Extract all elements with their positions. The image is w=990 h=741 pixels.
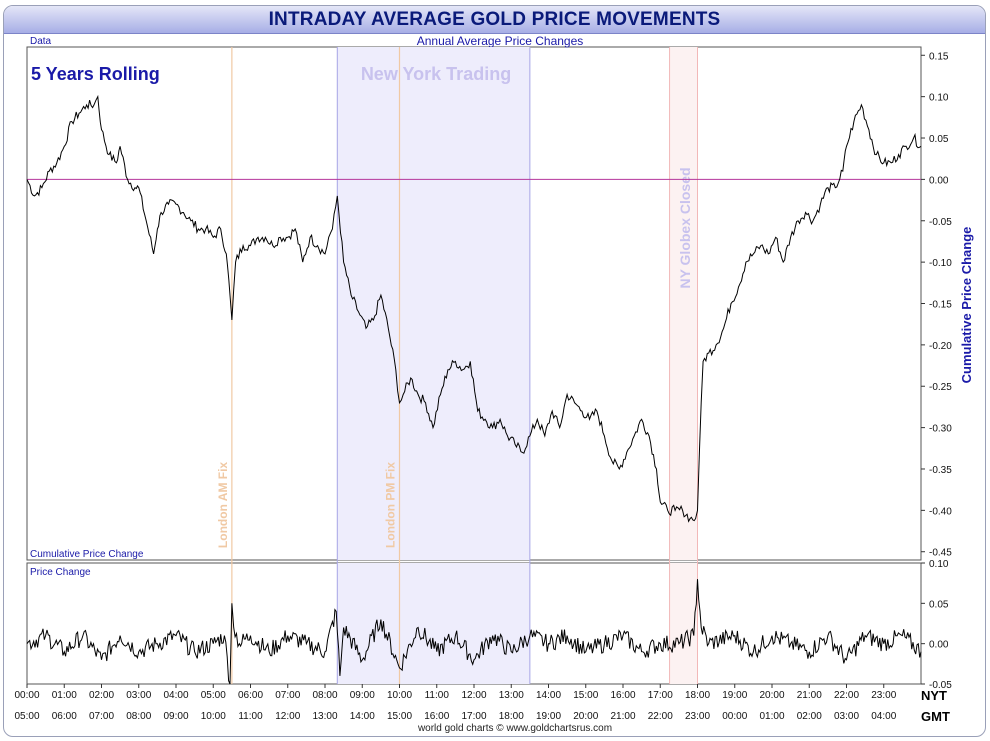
annotation-globex-closed: NY Globex Closed — [677, 167, 693, 288]
y-tick-label: 0.00 — [929, 175, 949, 186]
x-tick-label-gmt: 15:00 — [387, 711, 412, 722]
x-tick-label-gmt: 18:00 — [499, 711, 524, 722]
x-tick-label-gmt: 03:00 — [834, 711, 859, 722]
x-tick-label-gmt: 06:00 — [52, 711, 77, 722]
x-tick-label-nyt: 19:00 — [722, 690, 747, 701]
chart-subtitle: Annual Average Price Changes — [417, 34, 584, 48]
chart-title: INTRADAY AVERAGE GOLD PRICE MOVEMENTS — [268, 9, 721, 30]
x-tick-label-gmt: 11:00 — [238, 711, 263, 722]
legend-text: 5 Years Rolling — [31, 64, 160, 84]
x-tick-label-gmt: 09:00 — [163, 711, 188, 722]
x-tick-label-gmt: 01:00 — [759, 711, 784, 722]
y-tick-label: -0.40 — [929, 506, 952, 517]
x-tick-label-nyt: 16:00 — [610, 690, 635, 701]
y-tick-label: 0.15 — [929, 51, 949, 62]
x-tick-label-nyt: 22:00 — [834, 690, 859, 701]
y-tick-label: -0.30 — [929, 424, 952, 435]
x-tick-label-nyt: 21:00 — [797, 690, 822, 701]
cumulative-price-line — [26, 94, 922, 523]
x-tick-label-nyt: 09:00 — [350, 690, 375, 701]
x-tick-label-gmt: 00:00 — [722, 711, 747, 722]
x-tick-label-nyt: 07:00 — [275, 690, 300, 701]
y-tick-label: -0.25 — [929, 382, 952, 393]
x-tick-label-nyt: 20:00 — [759, 690, 784, 701]
x-tick-label-nyt: 18:00 — [685, 690, 710, 701]
y-tick-label: -0.05 — [929, 217, 952, 228]
x-tick-label-nyt: 12:00 — [461, 690, 486, 701]
x-tick-label-nyt: 08:00 — [312, 690, 337, 701]
y-tick-label: -0.10 — [929, 258, 952, 269]
globex-region — [669, 47, 698, 560]
x-tick-label-gmt: 13:00 — [312, 711, 337, 722]
x-tick-label-nyt: 13:00 — [499, 690, 524, 701]
x-tick-label-gmt: 22:00 — [648, 711, 673, 722]
annotation-new-york-trading: New York Trading — [361, 64, 511, 84]
sub-y-tick-label: 0.10 — [929, 559, 949, 570]
x-tick-label-gmt: 10:00 — [201, 711, 226, 722]
nyt-label: NYT — [921, 688, 947, 703]
x-tick-label-gmt: 07:00 — [89, 711, 114, 722]
gmt-label: GMT — [921, 709, 950, 724]
x-tick-label-nyt: 00:00 — [14, 690, 39, 701]
sub-y-tick-label: 0.05 — [929, 599, 949, 610]
price-change-line — [26, 579, 922, 685]
sub-series-label: Price Change — [30, 567, 91, 578]
annotation-london-pm-fix: London PM Fix — [384, 462, 398, 548]
x-tick-label-gmt: 17:00 — [461, 711, 486, 722]
x-tick-label-gmt: 19:00 — [536, 711, 561, 722]
x-tick-label-nyt: 10:00 — [387, 690, 412, 701]
y-tick-label: -0.20 — [929, 341, 952, 352]
x-tick-label-nyt: 17:00 — [648, 690, 673, 701]
x-tick-label-nyt: 03:00 — [126, 690, 151, 701]
y-tick-label: 0.10 — [929, 93, 949, 104]
x-tick-label-gmt: 04:00 — [871, 711, 896, 722]
x-tick-label-gmt: 02:00 — [797, 711, 822, 722]
x-tick-label-nyt: 15:00 — [573, 690, 598, 701]
y-axis-label: Cumulative Price Change — [959, 227, 974, 384]
x-tick-label-nyt: 05:00 — [201, 690, 226, 701]
annotation-london-am-fix: London AM Fix — [216, 462, 230, 549]
x-tick-label-nyt: 02:00 — [89, 690, 114, 701]
main-series-label: Cumulative Price Change — [30, 549, 144, 560]
title-banner: INTRADAY AVERAGE GOLD PRICE MOVEMENTS — [4, 6, 985, 34]
sub-y-tick-label: 0.00 — [929, 640, 949, 651]
y-tick-label: 0.05 — [929, 134, 949, 145]
x-tick-label-gmt: 21:00 — [610, 711, 635, 722]
x-tick-label-nyt: 23:00 — [871, 690, 896, 701]
x-tick-label-gmt: 05:00 — [14, 711, 39, 722]
x-tick-label-nyt: 06:00 — [238, 690, 263, 701]
x-tick-label-gmt: 23:00 — [685, 711, 710, 722]
x-tick-label-gmt: 12:00 — [275, 711, 300, 722]
corner-label: Data — [30, 36, 52, 47]
y-tick-label: -0.15 — [929, 300, 952, 311]
x-tick-label-gmt: 14:00 — [350, 711, 375, 722]
globex-region-sub — [669, 563, 698, 684]
footer-credit: world gold charts © www.goldchartsrus.co… — [417, 723, 612, 734]
y-tick-label: -0.45 — [929, 548, 952, 559]
sub-y-tick-label: -0.05 — [929, 680, 952, 691]
x-tick-label-nyt: 11:00 — [425, 690, 450, 701]
x-tick-label-nyt: 04:00 — [163, 690, 188, 701]
x-tick-label-gmt: 16:00 — [424, 711, 449, 722]
ny-session-region — [337, 47, 530, 560]
y-tick-label: -0.35 — [929, 465, 952, 476]
x-tick-label-gmt: 20:00 — [573, 711, 598, 722]
ny-session-region-sub — [337, 563, 530, 684]
x-tick-label-gmt: 08:00 — [126, 711, 151, 722]
x-tick-label-nyt: 14:00 — [536, 690, 561, 701]
x-tick-label-nyt: 01:00 — [52, 690, 77, 701]
